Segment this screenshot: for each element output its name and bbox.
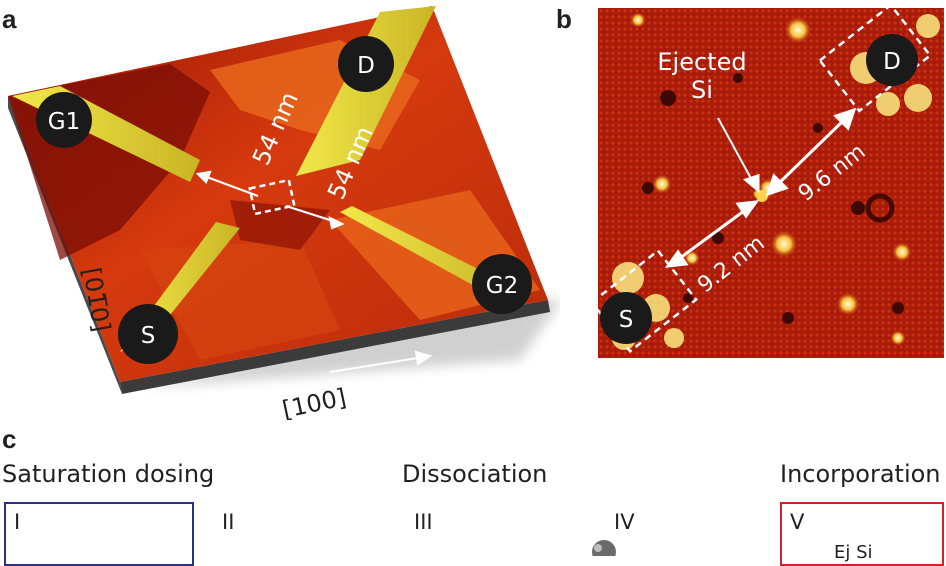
- ejected-si-label-1: Ejected: [657, 48, 746, 76]
- svg-text:D: D: [357, 53, 375, 79]
- ejected-si-label-2: Si: [691, 76, 713, 104]
- stage-ii-label: II: [222, 510, 235, 534]
- svg-text:G1: G1: [48, 109, 80, 135]
- stage-iii-label: III: [414, 510, 433, 534]
- stage-iv-label: IV: [614, 510, 635, 534]
- stage-v-partial-label: Ej Si: [834, 542, 873, 563]
- b-dashed-box-s: [598, 248, 698, 354]
- svg-text:G2: G2: [486, 273, 518, 299]
- panel-a-letter: a: [2, 4, 17, 34]
- heading-dissociation: Dissociation: [402, 460, 548, 488]
- badge-s: S: [118, 304, 178, 364]
- panel-b-letter: b: [556, 4, 572, 34]
- dashed-center-box: [248, 178, 296, 216]
- axis-x-label: [100]: [280, 383, 349, 420]
- heading-saturation-dosing: Saturation dosing: [2, 460, 215, 488]
- panel-a-stm-3d-image: 54 nm 54 nm [100] [01̅0] G1 D S G2: [8, 6, 560, 420]
- badge-g2: G2: [472, 254, 532, 314]
- b-badge-s: S: [600, 292, 652, 344]
- svg-text:D: D: [883, 49, 901, 75]
- panel-b-stm-image: Ejected Si 9.6 nm 9.2 nm D S: [598, 8, 944, 358]
- panel-c-letter: c: [2, 424, 17, 454]
- stage-i-label: I: [14, 510, 21, 534]
- badge-g1: G1: [36, 92, 92, 148]
- heading-incorporation: Incorporation: [780, 460, 941, 488]
- svg-text:S: S: [619, 307, 634, 333]
- substrate-front: [120, 300, 550, 394]
- stage-v-label: V: [790, 510, 805, 534]
- svg-text:S: S: [141, 323, 156, 349]
- stage-box-i: [4, 502, 194, 566]
- badge-d: D: [338, 36, 394, 92]
- b-badge-d: D: [866, 34, 918, 86]
- ejected-si-atom: [756, 190, 768, 202]
- molecule-fragment-icon: [592, 540, 616, 556]
